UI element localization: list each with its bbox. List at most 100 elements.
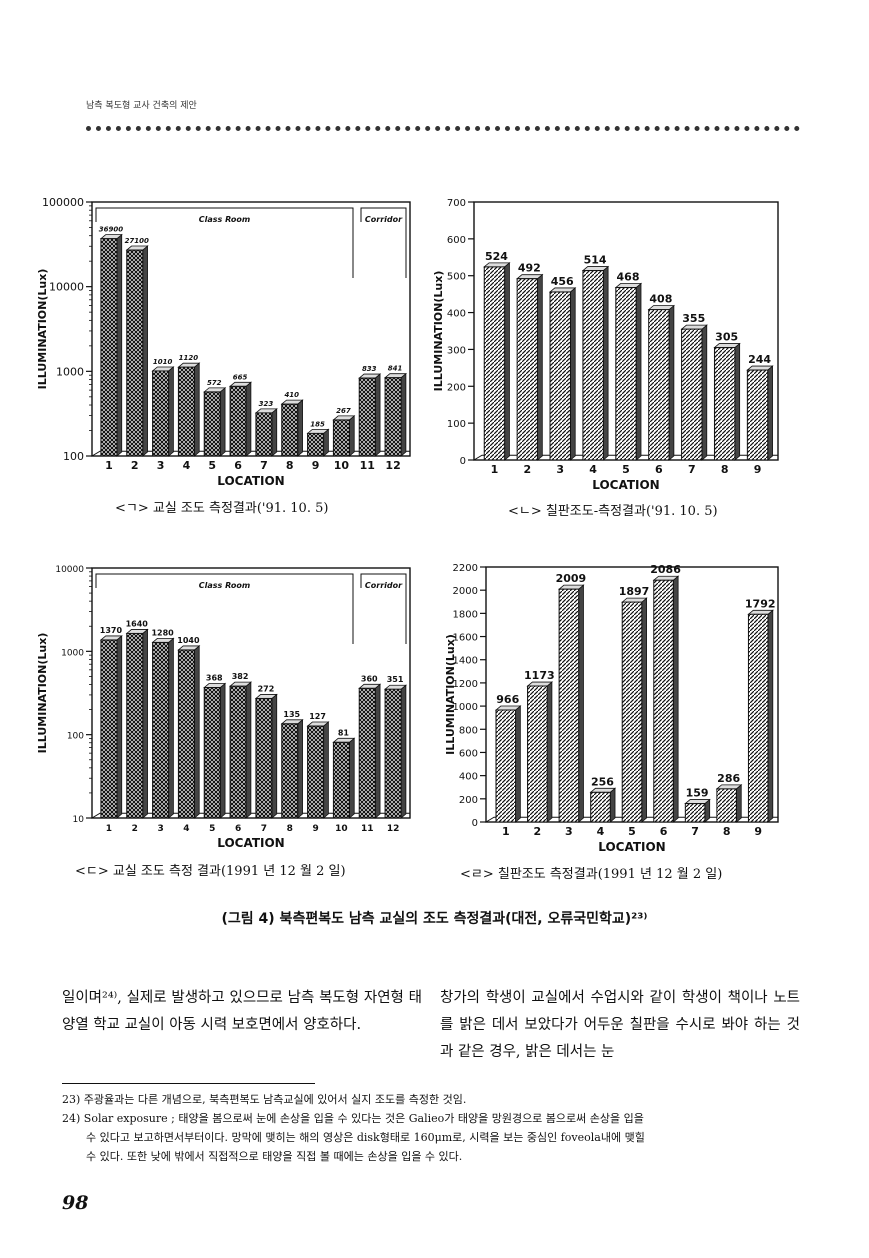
bar-side xyxy=(400,684,407,819)
bar xyxy=(549,291,571,461)
bar-value-label: 468 xyxy=(617,271,640,284)
plot-frame xyxy=(91,201,411,457)
bar-value-label: 1640 xyxy=(126,619,149,628)
running-head: 남측 복도형 교사 건축의 제안 xyxy=(86,101,197,111)
footnote-23: 23) 주광율과는 다른 개념으로, 북측편복도 남측교실에 있어서 실지 조도… xyxy=(62,1093,467,1106)
x-tick-label: 3 xyxy=(556,463,564,476)
bar-top xyxy=(680,324,708,330)
chart-classroom-illumination-dec: 10000 1000 100 10 ILLUMINATION(Lux) Class Roo… xyxy=(30,550,430,855)
bar xyxy=(332,419,350,457)
bar-side xyxy=(546,681,553,823)
x-tick-label: 4 xyxy=(589,463,597,476)
x-tick-label: 9 xyxy=(312,824,318,834)
bar xyxy=(255,412,273,457)
x-axis-label: LOCATION xyxy=(598,840,665,854)
bar-side xyxy=(116,635,123,819)
bar-value-label: 185 xyxy=(310,420,325,428)
bar-value-label: 267 xyxy=(336,407,351,415)
x-tick-label: 3 xyxy=(565,825,573,838)
x-tick-label: 3 xyxy=(157,824,163,834)
bar-side xyxy=(271,408,278,457)
plot-floor xyxy=(485,816,778,823)
bar xyxy=(100,238,118,457)
x-tick-label: 4 xyxy=(183,824,189,834)
bar xyxy=(358,377,376,457)
bar-value-label: 36900 xyxy=(99,226,123,234)
x-tick-label: 1 xyxy=(106,824,112,834)
bar-top xyxy=(516,274,544,280)
footnotes: 23) 주광율과는 다른 개념으로, 북측편복도 남측교실에 있어서 실지 조도… xyxy=(62,1090,802,1166)
bar-value-label: 368 xyxy=(206,674,223,683)
x-tick-label: 1 xyxy=(105,459,113,472)
figure-caption: (그림 4) 북측편복도 남측 교실의 조도 측정결과(대전, 오류국민학교)²… xyxy=(221,911,648,927)
x-tick-label: 8 xyxy=(723,825,731,838)
bar-value-label: 286 xyxy=(717,772,740,785)
bar-side xyxy=(400,372,407,457)
region-bracket xyxy=(360,207,407,278)
bar-top xyxy=(581,266,610,271)
y-tick-label: 100 xyxy=(67,732,84,742)
chart-blackboard-illumination-oct: 0 100 200 300 400 500 600 700 ILLUMINATION(Lux) 5… xyxy=(430,190,810,500)
footnote-24-line2: 수 있다고 보고하면서부터이다. 망막에 맺히는 해의 영상은 disk형태로 … xyxy=(86,1131,645,1144)
bar-top xyxy=(589,787,617,793)
bar-top xyxy=(621,597,648,603)
bar xyxy=(177,649,195,819)
y-tick-label: 200 xyxy=(447,382,466,393)
footnote-24-line3: 수 있다. 또한 낮에 밖에서 직접적으로 태양을 직접 볼 때에는 손상을 입… xyxy=(86,1150,463,1163)
y-axis-label: ILLUMINATION(Lux) xyxy=(36,269,49,390)
bar-value-label: 1370 xyxy=(100,626,123,635)
bar-side xyxy=(736,783,742,823)
x-axis-label: LOCATION xyxy=(217,474,284,488)
bar-side xyxy=(297,399,303,457)
x-tick-label: 3 xyxy=(157,459,165,472)
x-tick-label: 9 xyxy=(754,463,762,476)
bar xyxy=(615,287,637,461)
bar xyxy=(516,278,539,461)
chart-blackboard-illumination-dec: 0 200 400 600 800 1000 1200 1400 1600 1800 2000 220… xyxy=(430,555,810,865)
bar-value-label: 966 xyxy=(496,693,519,706)
x-tick-label: 10 xyxy=(334,459,350,472)
x-tick-label: 8 xyxy=(287,824,293,834)
bar-value-label: 127 xyxy=(309,712,326,721)
chart-classroom-illumination-oct: 100000 10000 1000 100 ILLUMINATION(Lux) Class… xyxy=(30,190,430,490)
bar xyxy=(747,613,769,823)
bar-side xyxy=(374,373,381,457)
y-tick-label: 600 xyxy=(447,235,466,246)
body-column-left: 일이며²⁴⁾, 실제로 발생하고 있으므로 남측 복도형 자연형 태양열 학교 … xyxy=(62,985,422,1039)
bar-value-label: 1897 xyxy=(619,585,650,598)
bar-value-label: 1280 xyxy=(151,628,174,637)
bar xyxy=(281,723,299,819)
bar-side xyxy=(245,381,252,457)
bar-value-label: 2009 xyxy=(556,572,587,585)
bar xyxy=(126,249,144,457)
bar-value-label: 1120 xyxy=(179,354,199,362)
bar-value-label: 27100 xyxy=(125,237,149,245)
bar-value-label: 833 xyxy=(362,365,377,373)
bar-side xyxy=(116,233,123,457)
bar-value-label: 572 xyxy=(207,379,222,387)
x-tick-label: 12 xyxy=(385,459,400,472)
bar xyxy=(255,697,273,819)
x-tick-label: 10 xyxy=(335,824,348,834)
bar-top xyxy=(713,343,741,348)
x-tick-label: 5 xyxy=(622,463,630,476)
bar xyxy=(229,685,247,819)
bar xyxy=(746,369,769,461)
bar-value-label: 355 xyxy=(682,312,705,325)
x-tick-label: 2 xyxy=(534,825,542,838)
bar xyxy=(621,601,643,823)
bar-value-label: 382 xyxy=(232,672,249,681)
chart-caption-a: <ㄱ> 교실 조도 측정결과('91. 10. 5) xyxy=(115,501,329,516)
y-tick-label: 400 xyxy=(459,772,478,783)
region-label: Corridor xyxy=(365,581,403,590)
bar xyxy=(384,688,402,819)
bar-top xyxy=(715,784,743,790)
bar xyxy=(307,725,325,819)
bar-value-label: 351 xyxy=(387,675,404,684)
bar-value-label: 323 xyxy=(259,400,274,408)
plot-frame xyxy=(91,567,411,819)
bar-top xyxy=(746,365,774,371)
x-tick-label: 6 xyxy=(655,463,663,476)
footnote-24-line1: 24) Solar exposure ; 태양을 봄으로써 눈에 손상을 입을 … xyxy=(62,1112,644,1125)
y-tick-label: 1200 xyxy=(453,679,478,690)
